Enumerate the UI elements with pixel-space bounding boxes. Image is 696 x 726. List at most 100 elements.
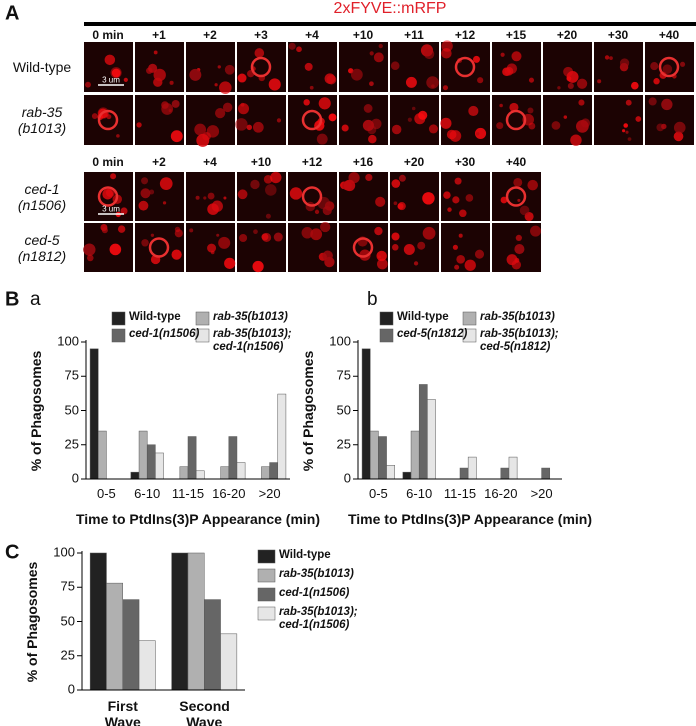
micrograph-blob [622, 129, 626, 133]
legend-label: rab-35(b1013) [213, 311, 288, 323]
micrograph-blob [576, 78, 588, 89]
bar [195, 470, 205, 480]
scale-bar-label: 3 um [102, 204, 120, 214]
micrograph-blob [365, 173, 373, 182]
micrograph-blob [680, 61, 686, 67]
bar [155, 452, 164, 480]
micrograph-blob [557, 86, 561, 90]
micrograph-blob [515, 234, 522, 242]
legend-swatch [462, 328, 477, 343]
time-label: +16 [352, 155, 374, 170]
time-label: +11 [404, 28, 424, 43]
micrograph-blob [454, 177, 462, 185]
micrograph-blob [224, 257, 236, 269]
micrograph-blob [397, 202, 406, 211]
micrograph [339, 42, 388, 92]
micrograph-blob [468, 105, 479, 117]
time-label: +1 [152, 28, 166, 43]
micrograph-blob [567, 82, 574, 89]
micrograph-blob [222, 102, 233, 113]
micrograph-blob [237, 73, 247, 83]
micrograph-blob [513, 177, 523, 187]
bar [89, 552, 107, 691]
micrograph-blob [301, 227, 314, 239]
legend-label: Wild-type [279, 549, 331, 561]
micrograph-blob [563, 115, 568, 119]
micrograph-ring [505, 109, 527, 131]
micrograph-blob [398, 174, 406, 182]
y-tick-label: 0 [343, 470, 351, 486]
x-tick-label: 0-5 [368, 486, 388, 501]
bar [369, 430, 379, 480]
row-label: ced-5 (n1812) [17, 231, 67, 264]
micrograph-blob [223, 196, 227, 200]
micrograph-blob [214, 83, 218, 87]
micrograph-blob [627, 137, 632, 141]
y-tick-label: 75 [336, 367, 351, 383]
legend-swatch [257, 549, 276, 564]
micrograph-blob [91, 113, 98, 119]
y-tick-label: 50 [336, 402, 351, 418]
micrograph-blob [662, 64, 673, 74]
micrograph-blob [104, 54, 116, 66]
bar [459, 467, 469, 480]
micrograph-blob [206, 125, 220, 138]
legend-swatch [195, 328, 210, 343]
micrograph-blob [474, 249, 485, 259]
bar [361, 348, 371, 480]
micrograph-blob [393, 201, 398, 206]
x-tick-label: 6-10 [134, 486, 161, 501]
y-tick-label: 50 [64, 402, 79, 418]
legend-swatch [379, 311, 394, 326]
micrograph-blob [174, 229, 183, 238]
micrograph-ring [505, 186, 527, 207]
micrograph-blob [424, 48, 435, 60]
micrograph-blob [519, 205, 530, 216]
micrograph-blob [328, 113, 337, 122]
micrograph-blob [496, 122, 504, 130]
micrograph-blob [446, 129, 457, 140]
bar [122, 599, 140, 691]
x-tick-label: 11-15 [171, 486, 205, 501]
bar [187, 436, 197, 480]
micrograph-blob [403, 244, 415, 256]
micrograph-blob [673, 131, 684, 142]
bar [541, 467, 551, 480]
bar [228, 436, 238, 480]
bar [277, 393, 287, 480]
micrograph-blob [625, 99, 632, 106]
micrograph-blob [273, 232, 283, 242]
micrograph-blob [391, 232, 400, 241]
panel-letter: C [5, 541, 20, 564]
legend-swatch [257, 568, 276, 583]
time-label: +15 [505, 28, 527, 43]
micrograph-blob [261, 233, 269, 241]
micrograph-blob [123, 77, 128, 83]
bar [402, 471, 412, 480]
micrograph-blob [237, 103, 250, 115]
micrograph-blob [239, 233, 248, 243]
micrograph-blob [477, 77, 484, 84]
micrograph-blob [341, 124, 349, 132]
micrograph-blob [551, 121, 561, 130]
micrograph-blob [578, 99, 585, 106]
bar [269, 462, 279, 480]
micrograph-blob [609, 56, 613, 61]
time-label: +40 [505, 155, 527, 170]
micrograph-blob [203, 196, 207, 200]
micrograph-blob [511, 51, 522, 62]
bar [171, 552, 189, 691]
legend-label: Wild-type [129, 311, 181, 323]
bar [427, 399, 436, 480]
micrograph-blob [447, 207, 452, 212]
legend-label: rab-35(b1013); ced-1(n1506) [279, 606, 358, 632]
micrograph-blob [303, 99, 310, 106]
micrograph-blob [376, 258, 388, 270]
micrograph-blob [441, 47, 452, 59]
time-label: +30 [454, 155, 476, 170]
bar [418, 384, 428, 480]
micrograph-blob [161, 103, 174, 115]
legend-swatch [257, 587, 276, 602]
legend-swatch [195, 311, 210, 326]
